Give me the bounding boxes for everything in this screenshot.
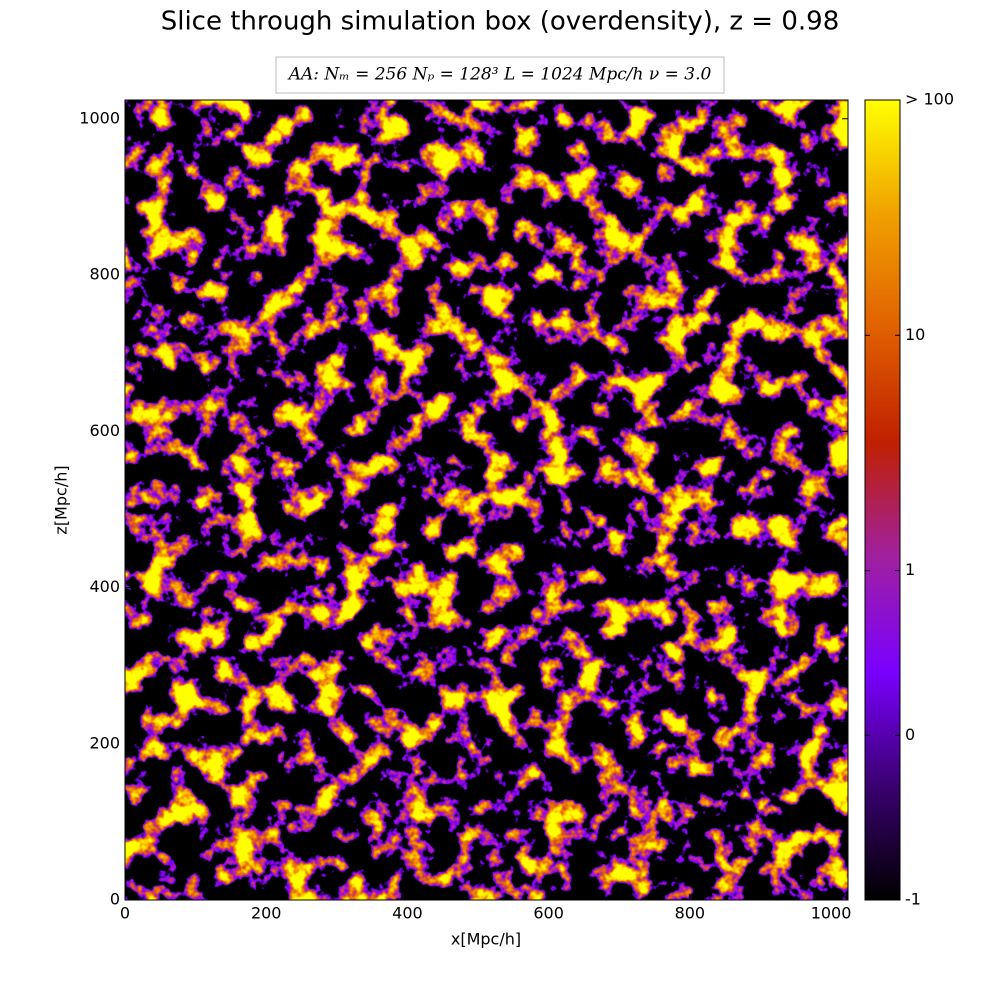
- colorbar-tick-label: 10: [905, 325, 925, 344]
- colorbar-tick-label: -1: [905, 890, 921, 909]
- subtitle-box: [275, 56, 725, 94]
- y-tick-label: 0: [110, 890, 120, 909]
- y-tick-label: 200: [89, 733, 120, 752]
- x-axis-label: x[Mpc/h]: [451, 930, 521, 949]
- y-tick-label: 600: [89, 421, 120, 440]
- colorbar-tick-label: > 100: [905, 90, 954, 109]
- colorbar: [864, 99, 901, 901]
- colorbar-tick-label: 0: [905, 725, 915, 744]
- x-tick-label: 200: [251, 904, 282, 923]
- subtitle: AA: Nₘ = 256 Nₚ = 128³ L = 1024 Mpc/h ν …: [287, 65, 712, 85]
- y-axis-label: z[Mpc/h]: [52, 465, 71, 534]
- x-tick-label: 1000: [811, 904, 852, 923]
- x-tick-label: 800: [675, 904, 706, 923]
- plot-frame: [124, 99, 849, 901]
- y-tick-label: 400: [89, 577, 120, 596]
- y-tick-label: 800: [89, 265, 120, 284]
- density-field: [125, 100, 848, 900]
- y-tick-label: 1000: [79, 108, 120, 127]
- chart-title: Slice through simulation box (overdensit…: [161, 7, 840, 37]
- colorbar-tick-label: 1: [905, 560, 915, 579]
- x-tick-label: 0: [120, 904, 130, 923]
- x-tick-label: 400: [392, 904, 423, 923]
- x-tick-label: 600: [533, 904, 564, 923]
